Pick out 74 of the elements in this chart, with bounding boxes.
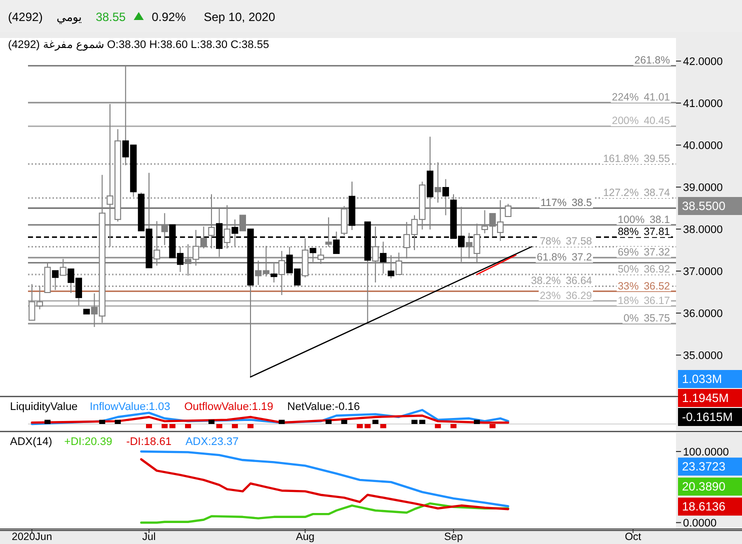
- chart-title: ADX(14): [10, 436, 52, 448]
- chart-subtitle: يومي: [56, 10, 82, 24]
- text: 1.033M: [682, 372, 722, 386]
- text: 1.1945M: [682, 391, 729, 405]
- text: 20.3890: [682, 480, 726, 494]
- y-tick-label: 40.0000: [683, 140, 723, 152]
- candlestick: [504, 203, 512, 217]
- text: Sep 10, 2020: [204, 10, 276, 24]
- annotation: 18%: [618, 294, 639, 307]
- y-tick-label: 35.0000: [683, 350, 723, 362]
- annotation: شموع مفرغة (4292) O:38.30 H:38.60 L:38.30 C:38.55: [8, 39, 270, 51]
- annotation: 161.8%: [603, 153, 639, 165]
- annotation: 23%: [540, 290, 561, 302]
- annotation: 38.2%: [530, 275, 561, 288]
- ref-line-label: 37.81: [644, 226, 670, 238]
- x-tick-label: Sep: [444, 531, 463, 543]
- x-tick-label: Aug: [296, 531, 315, 543]
- annotation: 50%: [618, 263, 639, 276]
- y-tick-label: 100.0000: [683, 446, 729, 458]
- y-tick-label: 0.0000: [683, 518, 717, 530]
- x-tick-label: Oct: [624, 531, 642, 543]
- text: 38.55: [96, 10, 126, 24]
- ref-line-label: 37.58: [566, 236, 592, 248]
- ref-line-label: 40.45: [644, 115, 670, 128]
- y-tick-label: 39.0000: [683, 182, 723, 194]
- ref-line-label: 36.29: [566, 290, 592, 302]
- ref-line-label: 35.75: [644, 312, 670, 325]
- annotation: 69%: [618, 246, 639, 259]
- annotation: 100%: [618, 214, 645, 226]
- series-label: InflowValue:1.03: [90, 401, 170, 413]
- line-series: [140, 450, 510, 508]
- text: -0.1615M: [682, 410, 733, 424]
- text: 23.3723: [682, 460, 726, 474]
- ref-line-label: 37.2: [572, 252, 592, 264]
- chart-title: (4292): [8, 10, 43, 24]
- y-tick-label: 38.0000: [683, 224, 723, 236]
- series-label: ADX:23.37: [185, 436, 239, 448]
- ref-line-label: 36.64: [566, 275, 592, 288]
- annotation: 88%: [618, 226, 639, 238]
- annotation: 261.8%: [634, 54, 670, 67]
- text: 38.5500: [682, 199, 726, 213]
- ref-line-label: 38.74: [644, 187, 670, 200]
- ref-line-label: 38.1: [650, 214, 670, 226]
- y-tick-label: 42.0000: [683, 56, 723, 68]
- ref-line-label: 36.17: [644, 294, 670, 307]
- line-series: [140, 458, 510, 510]
- annotation: 200%: [612, 115, 639, 128]
- ref-line-label: 38.5: [572, 197, 592, 210]
- y-tick-label: 36.0000: [683, 308, 723, 320]
- x-tick-label: Jul: [142, 531, 156, 543]
- series-label: -DI:18.61: [126, 436, 172, 448]
- x-tick-label: 2020Jun: [12, 531, 52, 543]
- text: 18.6136: [682, 500, 726, 514]
- annotation: 78%: [540, 236, 561, 248]
- chart-title: LiquidityValue: [10, 401, 78, 413]
- candlestick: [434, 162, 442, 204]
- ref-line-label: 36.92: [644, 263, 670, 276]
- text: +DI:20.39: [64, 436, 112, 448]
- annotation: 33%: [618, 280, 639, 292]
- y-tick-label: 41.0000: [683, 98, 723, 110]
- annotation: 61.8%: [536, 252, 567, 264]
- annotation: 127.2%: [603, 187, 639, 200]
- ref-line-label: 36.52: [644, 280, 670, 292]
- annotation: 117%: [540, 197, 567, 210]
- line-series: [140, 502, 510, 524]
- ref-line-label: 41.01: [644, 92, 670, 104]
- y-tick-label: 37.0000: [683, 266, 723, 278]
- annotation: 224%: [612, 92, 639, 104]
- annotation: 0%: [624, 312, 639, 325]
- ref-line-label: 39.55: [644, 153, 670, 165]
- series-label: NetValue:-0.16: [287, 401, 360, 413]
- ref-line-label: 37.32: [644, 246, 670, 259]
- text: 0.92%: [152, 10, 186, 24]
- series-label: OutflowValue:1.19: [184, 401, 274, 413]
